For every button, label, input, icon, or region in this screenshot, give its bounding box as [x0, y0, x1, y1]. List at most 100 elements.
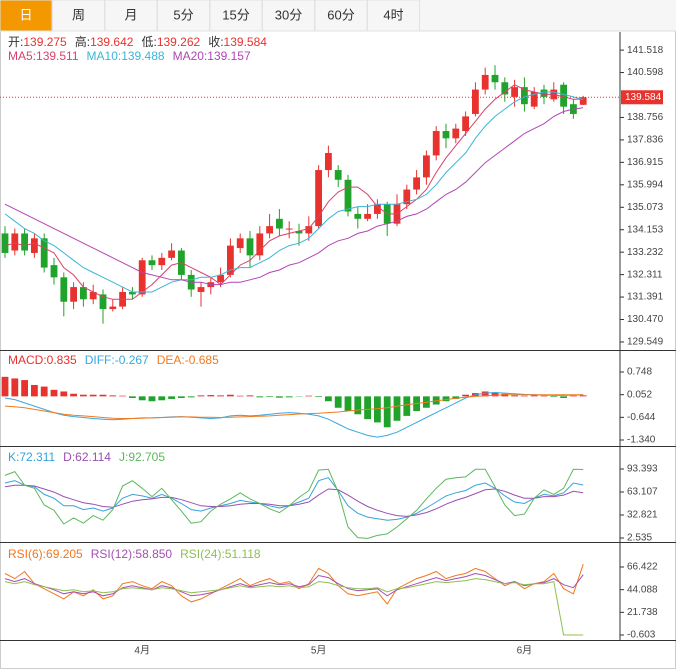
candle-body: [364, 213, 371, 219]
tab-label[interactable]: 周: [72, 7, 85, 22]
candle-body: [432, 131, 440, 156]
tab-label[interactable]: 5分: [173, 7, 193, 22]
legend-text: MA10:: [87, 49, 122, 63]
macd-bar: [99, 394, 107, 397]
candle-body: [129, 291, 136, 295]
tab-label[interactable]: 月: [124, 7, 137, 22]
y-tick-label: 140.598: [627, 67, 664, 78]
candle-body: [148, 260, 156, 266]
macd-bar: [285, 396, 293, 398]
macd-bar: [70, 393, 77, 397]
candle-body: [60, 277, 68, 302]
indicator-line: [4, 477, 584, 521]
macd-bar: [158, 396, 166, 401]
macd-bar: [344, 396, 352, 412]
candle-body: [452, 128, 460, 139]
tab[interactable]: [262, 0, 315, 32]
legend-text: DIFF:: [85, 353, 115, 367]
candle-body: [285, 228, 293, 230]
legend-text: RSI(6):: [8, 547, 46, 561]
macd-bar: [354, 396, 362, 415]
macd-bar: [246, 395, 254, 397]
y-tick-label: 135.073: [627, 202, 664, 213]
x-tick-label: 6月: [517, 645, 533, 657]
tab[interactable]: [367, 0, 420, 32]
macd-bar: [403, 396, 411, 416]
legend-text: K:: [8, 450, 19, 464]
macd-bar: [570, 395, 577, 397]
candle-body: [40, 238, 48, 268]
candle-body: [295, 231, 303, 234]
legend-text: DEA:: [157, 353, 185, 367]
y-tick-label: 132.311: [627, 269, 663, 280]
macd-bar: [491, 392, 499, 397]
legend-text: 139.488: [121, 49, 165, 63]
macd-line: [4, 391, 584, 438]
tab[interactable]: [314, 0, 368, 32]
macd-bar: [207, 395, 215, 397]
candle-body: [334, 170, 342, 180]
legend-text: D:: [63, 450, 75, 464]
legend-text: 139.511: [36, 49, 79, 63]
macd-bar: [89, 394, 97, 397]
candle-body: [70, 287, 77, 302]
tab-label[interactable]: 30分: [275, 7, 302, 22]
candle-body: [1, 233, 9, 253]
macd-bar: [374, 396, 381, 423]
candle-body: [227, 245, 234, 275]
macd-bar: [334, 396, 342, 408]
candle-body: [197, 287, 205, 292]
candle-body: [236, 238, 244, 249]
macd-line: [4, 394, 584, 419]
tab-label[interactable]: 4时: [383, 7, 403, 22]
macd-bar: [383, 396, 391, 428]
candle-body: [325, 152, 332, 171]
macd-bar: [31, 384, 38, 397]
y-tick-label: 138.756: [627, 112, 664, 123]
candle-body: [138, 260, 146, 295]
macd-bar: [266, 396, 273, 398]
macd-bar: [442, 396, 450, 402]
macd-bar: [462, 394, 469, 397]
legend-text: 低:: [141, 35, 156, 49]
macd-bar: [129, 396, 136, 398]
legend-text: 92.705: [128, 450, 165, 464]
candle-body: [99, 294, 107, 310]
candle-body: [344, 179, 352, 212]
legend-text: 72.311: [19, 450, 55, 464]
macd-bar: [452, 396, 460, 399]
macd-bar: [109, 395, 117, 397]
tab[interactable]: [0, 0, 53, 32]
tab-label[interactable]: 60分: [327, 7, 354, 22]
legend-text: MA5:: [8, 49, 36, 63]
x-tick-label: 4月: [134, 645, 150, 657]
candle-body: [374, 204, 381, 214]
candle-body: [530, 92, 538, 107]
y-tick-label: 136.915: [627, 157, 664, 168]
candle-body: [89, 291, 97, 300]
candle-body: [217, 274, 224, 283]
macd-bar: [197, 395, 205, 397]
y-tick-label: 0.748: [627, 367, 652, 378]
macd-bar: [325, 396, 332, 402]
macd-bar: [276, 396, 283, 398]
tab[interactable]: [209, 0, 263, 32]
y-tick-label: 2.535: [627, 533, 652, 544]
candle-body: [423, 155, 430, 178]
legend-text: -0.267: [115, 353, 149, 367]
tab-label[interactable]: 日: [19, 7, 32, 22]
tab-label[interactable]: 15分: [222, 7, 249, 22]
candle-body: [511, 87, 518, 97]
macd-bar: [560, 396, 567, 398]
indicator-line: [4, 468, 584, 539]
y-tick-label: 0.052: [627, 389, 652, 400]
macd-bar: [540, 395, 548, 397]
macd-bar: [364, 396, 371, 420]
candle-body: [472, 89, 479, 114]
macd-bar: [511, 395, 518, 397]
candle-body: [158, 257, 166, 266]
macd-bar: [187, 396, 195, 398]
candle-body: [442, 131, 450, 139]
tab[interactable]: [52, 0, 105, 32]
candle-body: [481, 74, 489, 90]
